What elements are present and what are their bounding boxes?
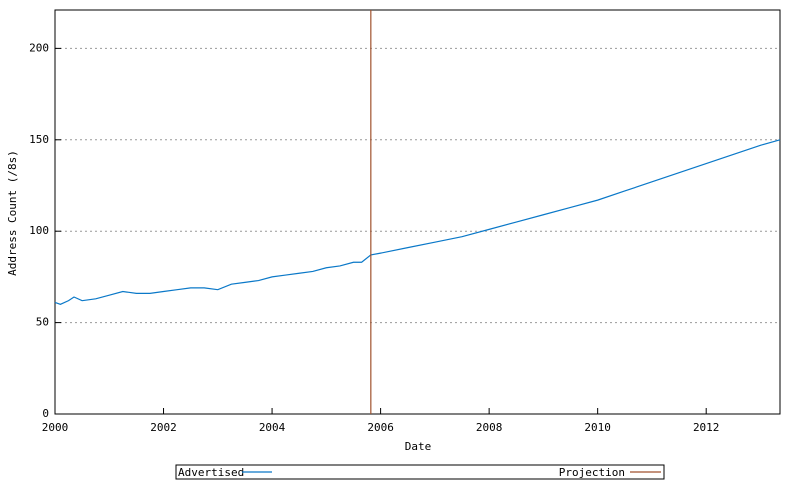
y-tick-label: 50 [36, 316, 49, 329]
legend-label: Projection [559, 466, 625, 479]
y-axis-label: Address Count (/8s) [6, 150, 19, 276]
legend-box [175, 464, 665, 480]
x-tick-label: 2004 [259, 421, 286, 434]
x-tick-label: 2006 [367, 421, 394, 434]
legend-label: Advertised [178, 466, 244, 479]
x-tick-label: 2000 [42, 421, 69, 434]
y-tick-label: 150 [29, 133, 49, 146]
x-tick-label: 2008 [476, 421, 503, 434]
y-tick-label: 200 [29, 41, 49, 54]
y-tick-label: 0 [42, 407, 49, 420]
series-line [54, 139, 781, 305]
y-tick-label: 100 [29, 224, 49, 237]
plot-frame [54, 9, 781, 415]
x-tick-label: 2012 [693, 421, 720, 434]
x-tick-label: 2010 [584, 421, 611, 434]
x-tick-label: 2002 [150, 421, 177, 434]
x-axis-label: Date [405, 440, 432, 453]
